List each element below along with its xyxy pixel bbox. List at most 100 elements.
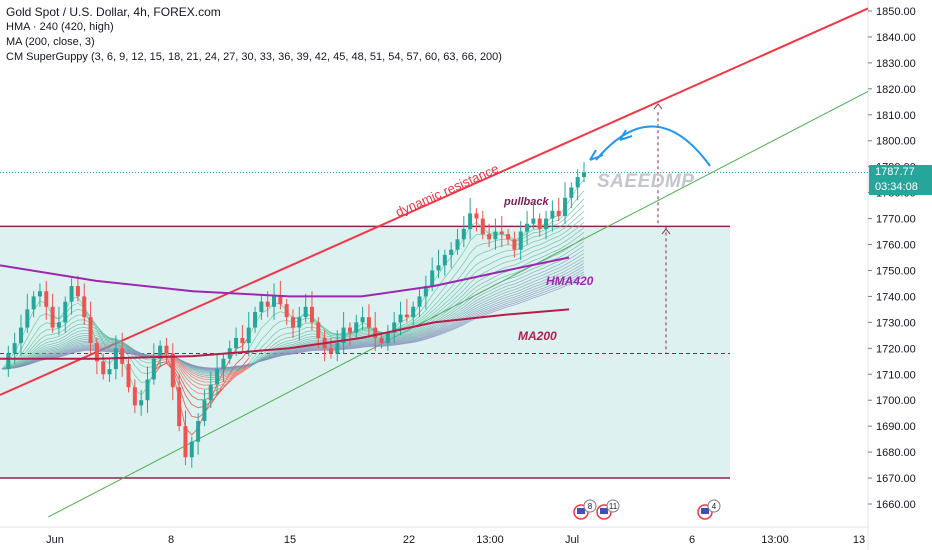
candle-body [341,327,346,344]
hma420-line[interactable] [0,256,570,298]
y-tick-label: 1660.00 [876,499,916,511]
guppy-line [1,253,585,373]
candle-body [518,231,523,250]
event-count: 4 [712,502,717,511]
y-tick-label: 1680.00 [876,447,916,459]
countdown-tag: 03:34:08 [869,180,932,195]
dynamic-resistance-label: dynamic resistance [393,161,501,220]
candle-body [202,400,207,421]
candle-body [379,337,384,344]
candle-body [151,358,156,380]
y-tick-label: 1850.00 [876,6,916,18]
y-tick-label: 1750.00 [876,265,916,277]
x-tick-label: 8 [168,534,174,546]
candle-body [354,322,359,333]
chart-legend: Gold Spot / U.S. Dollar, 4h, FOREX.com H… [6,5,502,65]
candle-body [455,239,460,250]
candle-body [177,387,182,427]
y-tick-label: 1720.00 [876,343,916,355]
candle-body [31,296,36,310]
indicator-hma[interactable]: HMA · 240 (420, high) [6,21,114,33]
event-count-badge[interactable] [606,499,620,513]
y-tick-label: 1840.00 [876,32,916,44]
candle-body [474,213,479,219]
event-count-badge[interactable] [707,499,721,513]
candle-body [69,286,74,302]
guppy-line [1,276,585,370]
y-tick-label: 1700.00 [876,395,916,407]
candle-body [284,304,289,318]
candle-body [145,379,150,401]
candle-body [107,369,112,375]
guppy-line [1,266,585,370]
ma200-line[interactable] [0,308,570,360]
candle-body [499,231,504,235]
event-count: 11 [609,502,618,511]
candle-body [430,270,435,287]
candle-body [582,172,586,178]
candle-body [316,322,321,338]
candle-body [94,343,99,362]
candle-body [189,441,194,458]
candle-body [328,348,333,354]
candle-body [101,361,106,375]
guppy-bearish-line [153,348,250,419]
guppy-line [1,249,585,374]
symbol-title[interactable]: Gold Spot / U.S. Dollar, 4h, FOREX.com [6,5,221,19]
y-tick-label: 1690.00 [876,421,916,433]
candle-body [272,296,277,307]
y-tick-label: 1820.00 [876,84,916,96]
projection-arrow-1 [589,149,604,161]
flag-icon [701,508,709,514]
candle-body [575,177,580,188]
dynamic-resistance-line[interactable] [0,7,869,396]
x-tick-label: 6 [689,534,695,546]
guppy-bearish-line [153,359,249,395]
y-tick-label: 1710.00 [876,369,916,381]
flag-icon [577,508,585,514]
last-price-tag: 1787.77 [869,165,932,180]
candle-body [544,218,549,229]
candle-body [126,363,131,388]
event-count-badge[interactable] [583,499,597,513]
guppy-line [1,227,585,383]
projection-arc[interactable] [595,125,711,167]
candle-body [480,218,485,235]
candle-body [246,327,251,344]
pullback-label: pullback [503,196,550,208]
guppy-bearish-line [153,356,249,386]
candle-body [449,249,454,255]
candle-body [404,314,409,318]
candle-body [309,306,314,323]
candle-body [183,426,188,458]
ma200-label: MA200 [518,329,557,343]
candle-body [44,291,49,307]
indicator-superguppy[interactable]: CM SuperGuppy (3, 6, 9, 12, 15, 18, 21, … [6,51,502,63]
guppy-line [1,222,585,386]
y-tick-label: 1830.00 [876,58,916,70]
y-tick-label: 1810.00 [876,110,916,122]
candle-body [385,332,390,344]
candle-body [569,187,574,198]
candle-body [240,337,245,344]
candle-body [196,420,201,442]
x-tick-label: Jun [46,534,64,546]
candle-body [417,296,422,307]
candle-body [221,358,226,370]
y-tick-label: 1730.00 [876,317,916,329]
guppy-line [1,263,585,371]
guppy-bearish-line [153,357,249,390]
candle-body [297,317,302,328]
candle-body [468,213,473,229]
candle-body [550,210,555,219]
x-tick-label: 15 [284,534,296,546]
candle-body [373,327,378,338]
projection-arrowhead-1 [653,103,663,110]
author-watermark: SAEEDMP [597,171,695,192]
candle-body [234,337,239,349]
candle-body [25,309,30,328]
candle-body [423,286,428,297]
indicator-ma[interactable]: MA (200, close, 3) [6,36,95,48]
